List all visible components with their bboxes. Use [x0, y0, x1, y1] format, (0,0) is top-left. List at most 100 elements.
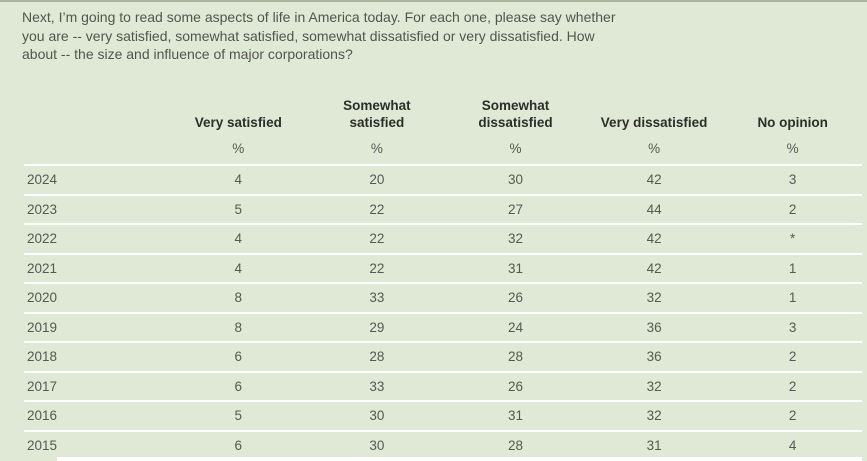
year-cell: 2015: [27, 437, 58, 453]
value-cell: 32: [646, 408, 662, 424]
value-cell: 4: [234, 172, 243, 188]
value-cell: 6: [234, 437, 243, 453]
column-header-year: [24, 86, 169, 133]
value-cell: 6: [234, 349, 243, 365]
value-cell: 32: [646, 378, 662, 394]
survey-question-text: Next, I’m going to read some aspects of …: [22, 8, 616, 64]
header-line: dissatisfied: [478, 115, 553, 130]
value-cell: 28: [507, 349, 523, 365]
value-cell: 3: [788, 319, 797, 335]
table-row: 2019 8 29 24 36 3: [24, 312, 862, 343]
value-cell: 28: [507, 437, 523, 453]
value-cell: 22: [369, 260, 385, 276]
year-cell: 2017: [27, 378, 58, 394]
value-cell: 2: [788, 378, 797, 394]
value-cell: 42: [646, 260, 662, 276]
value-cell: 4: [234, 260, 243, 276]
value-cell: 8: [234, 319, 243, 335]
value-cell: 22: [369, 231, 385, 247]
header-line: Very satisfied: [194, 115, 282, 130]
value-cell: 36: [646, 349, 662, 365]
unit-cell: %: [232, 141, 245, 156]
value-cell: 27: [507, 201, 523, 217]
value-cell: 26: [507, 378, 523, 394]
unit-cell-blank: [24, 133, 169, 165]
value-cell: 5: [234, 201, 243, 217]
year-cell: 2016: [27, 408, 58, 424]
column-header-somewhat-satisfied: Somewhat satisfied: [308, 86, 447, 133]
table-body: 2024 4 20 30 42 3 2023 5 22 27 44 2 2022…: [24, 165, 862, 459]
value-cell: 4: [788, 437, 797, 453]
value-cell: 1: [788, 260, 797, 276]
value-cell: 33: [369, 290, 385, 306]
header-line: Very dissatisfied: [600, 115, 708, 130]
value-cell: 5: [234, 408, 243, 424]
header-line: satisfied: [349, 115, 405, 130]
table-row: 2020 8 33 26 32 1: [24, 283, 862, 313]
question-line: you are -- very satisfied, somewhat sati…: [22, 27, 595, 44]
value-cell: 20: [369, 172, 385, 188]
results-table: Very satisfied Somewhat satisfied Somewh…: [24, 86, 862, 459]
table-row: 2022 4 22 32 42 *: [24, 224, 862, 254]
value-cell: 22: [369, 201, 385, 217]
year-cell: 2022: [27, 231, 58, 247]
value-cell: 32: [507, 231, 523, 247]
value-cell: 26: [507, 290, 523, 306]
table-row: 2021 4 22 31 42 1: [24, 253, 862, 284]
value-cell: 31: [507, 260, 523, 276]
year-cell: 2021: [27, 260, 58, 276]
table-row: 2023 5 22 27 44 2: [24, 194, 862, 225]
table-row: 2016 5 30 31 32 2: [24, 401, 862, 431]
value-cell: 6: [234, 378, 243, 394]
column-header-no-opinion: No opinion: [723, 86, 862, 133]
question-line: Next, I’m going to read some aspects of …: [22, 9, 616, 25]
table-row: 2018 6 28 28 36 2: [24, 342, 862, 372]
value-cell: 8: [234, 290, 243, 306]
next-section-partial-edge: [57, 457, 862, 461]
percent-unit-row: % % % % %: [24, 133, 862, 165]
value-cell: 30: [507, 172, 523, 188]
value-cell: 28: [369, 349, 385, 365]
table-row: 2024 4 20 30 42 3: [24, 165, 862, 195]
year-cell: 2019: [27, 319, 58, 335]
value-cell: 4: [234, 231, 243, 247]
year-cell: 2018: [27, 349, 58, 365]
value-cell: 3: [788, 172, 797, 188]
year-cell: 2024: [27, 172, 58, 188]
value-cell: 42: [646, 231, 662, 247]
year-cell: 2023: [27, 201, 58, 217]
value-cell: 31: [646, 437, 662, 453]
table-row: 2015 6 30 28 31 4: [24, 430, 862, 460]
header-line: Somewhat: [343, 98, 411, 113]
unit-cell: %: [370, 141, 383, 156]
value-cell: 1: [788, 290, 797, 306]
table-header: Very satisfied Somewhat satisfied Somewh…: [24, 86, 862, 165]
value-cell: 2: [788, 201, 797, 217]
value-cell: 33: [369, 378, 385, 394]
value-cell: 30: [369, 437, 385, 453]
question-line: about -- the size and influence of major…: [22, 46, 353, 62]
value-cell: 32: [646, 290, 662, 306]
value-cell: 42: [646, 172, 662, 188]
value-cell: 31: [507, 408, 523, 424]
value-cell: 44: [646, 201, 662, 217]
value-cell: 24: [507, 319, 523, 335]
value-cell: 2: [788, 349, 797, 365]
value-cell: 2: [788, 408, 797, 424]
value-cell: 36: [646, 319, 662, 335]
table-row: 2017 6 33 26 32 2: [24, 371, 862, 402]
value-cell: *: [790, 231, 796, 247]
column-header-very-satisfied: Very satisfied: [169, 86, 308, 133]
header-line: Somewhat: [481, 98, 550, 113]
column-header-somewhat-dissatisfied: Somewhat dissatisfied: [446, 86, 585, 133]
unit-cell: %: [509, 141, 522, 156]
header-row: Very satisfied Somewhat satisfied Somewh…: [24, 86, 862, 133]
header-line: No opinion: [757, 115, 828, 130]
year-cell: 2020: [27, 290, 58, 306]
unit-cell: %: [786, 141, 799, 156]
column-header-very-dissatisfied: Very dissatisfied: [585, 86, 724, 133]
value-cell: 30: [369, 408, 385, 424]
unit-cell: %: [648, 141, 661, 156]
page-top-edge: [0, 0, 867, 2]
value-cell: 29: [369, 319, 385, 335]
